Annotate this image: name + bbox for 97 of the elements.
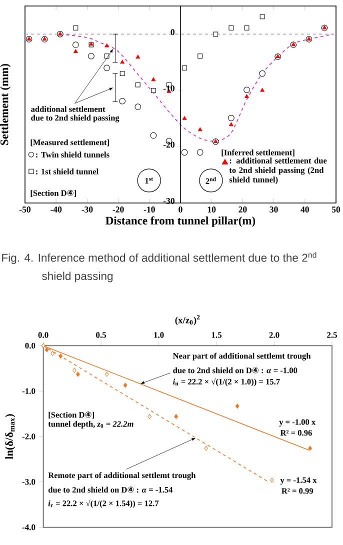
annotation: 1$^{st}$ (145, 177, 153, 184)
point (44, 347, 49, 352)
x-tick-label: -40 (50, 206, 62, 212)
point (228, 114, 234, 122)
y-tick-label: -10 (163, 85, 174, 92)
point (120, 60, 124, 64)
x-tick-label: 2.5 (327, 332, 337, 338)
annotation: i$_{n}$ = 22.2 × √(1/(2 × 1.0)) = 15.7 (173, 378, 280, 386)
annotation: y = -1.00 x (279, 419, 316, 427)
annotation: [Section D④] (48, 412, 94, 419)
point (123, 382, 128, 388)
point (182, 116, 187, 120)
point (72, 42, 79, 48)
annotation: 2$^{nd}$ (206, 177, 216, 184)
x-tick-label: 40 (300, 206, 309, 212)
legend-label: : 1st shield tunnel (36, 168, 98, 174)
x-tick-label: 10 (208, 206, 216, 212)
y-axis-title: Settlement (mm) (0, 64, 11, 145)
point (134, 104, 142, 110)
caption: Fig. 4. Inference method of additional settlement due to the 2$^{nd}$ (2, 252, 316, 264)
point (76, 372, 80, 377)
annotation: i$_{r}$ = 22.2 × √(1/(2 × 1.54)) = 12.7 (48, 500, 159, 508)
annotation: tunnel depth, z$_{0}$ = 22.2m (48, 420, 134, 428)
x-tick-label: -10 (144, 206, 155, 212)
y-axis-title: ln(δ/δ$_{max}$) (5, 414, 16, 460)
x-tick-label: -50 (19, 206, 31, 212)
x-tick-label: -20 (112, 206, 124, 212)
point (260, 88, 264, 92)
y-tick-label: -2.0 (22, 434, 36, 440)
x-tick-label: 50 (332, 206, 340, 212)
y-tick-label: -3.0 (22, 479, 36, 485)
x-tick-label: 1.5 (212, 332, 222, 338)
x-axis-title: (x/z$_{0}$)$^{2}$ (175, 315, 200, 326)
point (136, 54, 140, 59)
point (104, 44, 109, 48)
point (58, 354, 63, 359)
point (174, 414, 178, 419)
point (73, 26, 78, 30)
annotation: y = -1.54 x (280, 477, 317, 485)
point (119, 98, 126, 104)
point (260, 14, 265, 20)
point (244, 94, 249, 98)
point (244, 86, 250, 94)
point (135, 82, 140, 88)
point (213, 32, 218, 37)
annotation: [Section D④] (30, 190, 76, 197)
point (270, 478, 274, 483)
legend-label: : additional settlement due to 2nd shield passing (2nd shield tunnel) (229, 158, 327, 184)
point (104, 372, 109, 377)
annotation: due to 2nd shield on D④ : α = -1.00 (173, 367, 298, 374)
point (120, 71, 125, 76)
annotation: [Measured settlement] (30, 139, 109, 146)
point (196, 149, 204, 156)
x-tick-label: -30 (82, 206, 93, 212)
annotation: [Inferred settlement] (222, 149, 294, 156)
point (259, 70, 266, 77)
annotation: due to 2nd shield passing (31, 114, 120, 122)
annotation: Near part of additional settlemt trough (172, 352, 311, 360)
point (308, 446, 312, 451)
point (198, 127, 202, 132)
point (244, 26, 250, 30)
x-tick-label: 20 (238, 206, 247, 212)
x-tick-label: 0.0 (38, 332, 48, 338)
point (181, 149, 188, 156)
annotation: additional settlement (31, 106, 106, 112)
point (198, 54, 203, 59)
x-tick-label: 0 (178, 206, 182, 212)
x-tick-label: 2.0 (269, 332, 280, 338)
y-tick-label: 0 (170, 29, 174, 36)
y-tick-label: -20 (163, 142, 174, 148)
annotation: R² = 0.99 (282, 488, 314, 494)
point (182, 65, 187, 70)
point (148, 414, 152, 419)
x-tick-label: 0.5 (96, 332, 106, 338)
annotation: Remote part of additional settlemt trough (48, 472, 196, 480)
point (150, 132, 157, 139)
annotation: R² = 0.96 (280, 430, 312, 436)
x-tick-label: 1.0 (154, 332, 164, 338)
point (50, 350, 54, 356)
point (88, 52, 94, 60)
x-axis-title: Distance from tunnel pillar(m) (106, 216, 256, 227)
y-tick-label: -4.0 (22, 524, 36, 530)
point (151, 77, 156, 82)
text: shield passing (42, 272, 113, 282)
y-tick-label: 0.0 (25, 342, 36, 349)
y-tick-label: -1.0 (22, 388, 36, 394)
legend-label: : Twin shield tunnels (36, 152, 110, 158)
point (229, 122, 234, 126)
point (228, 26, 234, 30)
annotation: due to 2nd shield on D④ : α = -1.54 (48, 486, 173, 493)
point (104, 64, 110, 72)
point (235, 404, 240, 409)
point (204, 446, 208, 451)
point (72, 368, 76, 373)
point (150, 88, 156, 93)
x-tick-label: 30 (270, 206, 278, 212)
point (74, 49, 78, 53)
